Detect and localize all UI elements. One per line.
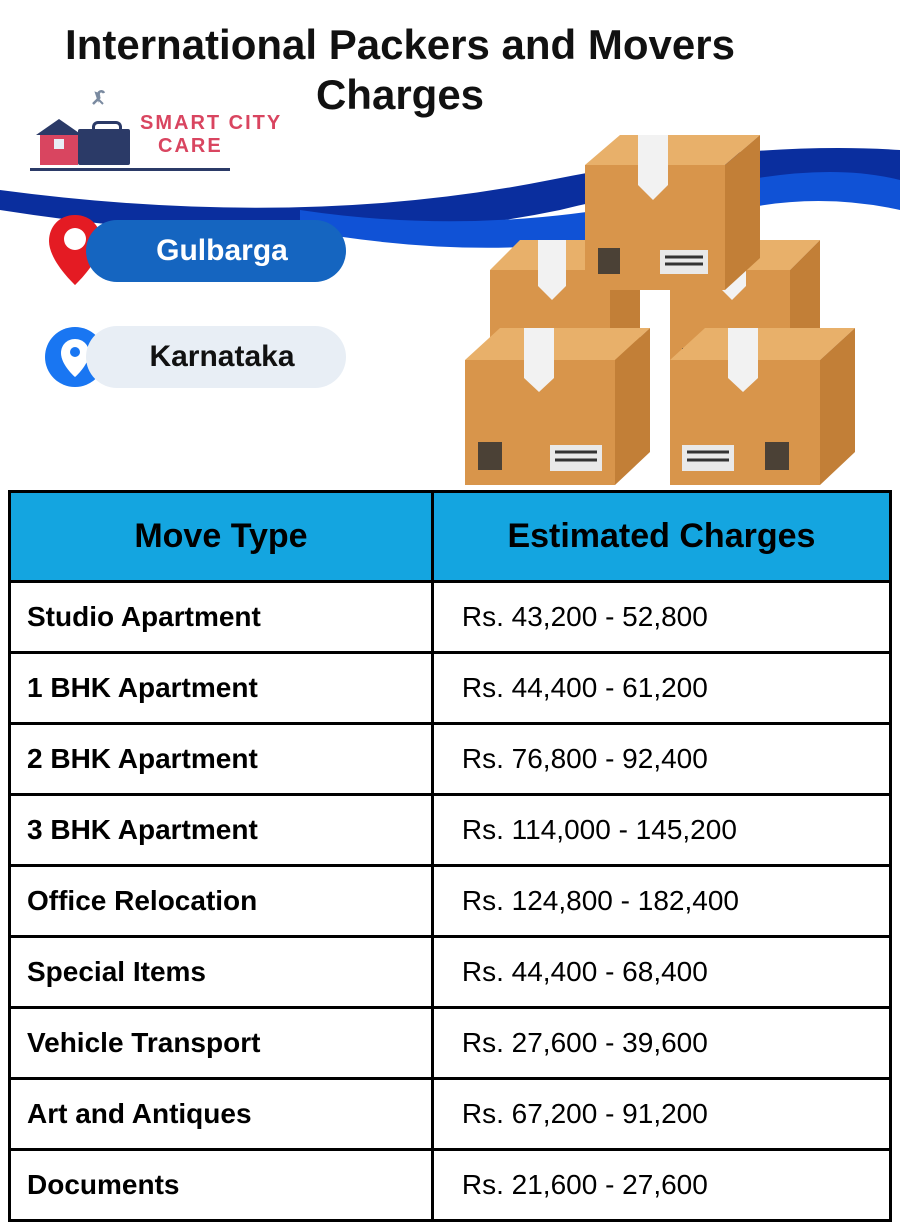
charges-cell: Rs. 27,600 - 39,600 — [432, 1008, 890, 1079]
table-row: Office RelocationRs. 124,800 - 182,400 — [10, 866, 891, 937]
table-row: Vehicle TransportRs. 27,600 - 39,600 — [10, 1008, 891, 1079]
move-type-cell: 3 BHK Apartment — [10, 795, 433, 866]
charges-cell: Rs. 44,400 - 61,200 — [432, 653, 890, 724]
city-name: Gulbarga — [86, 220, 346, 282]
column-header-move-type: Move Type — [10, 492, 433, 582]
city-badge: Gulbarga — [40, 211, 900, 291]
move-type-cell: Art and Antiques — [10, 1079, 433, 1150]
charges-cell: Rs. 67,200 - 91,200 — [432, 1079, 890, 1150]
table-row: 1 BHK ApartmentRs. 44,400 - 61,200 — [10, 653, 891, 724]
column-header-charges: Estimated Charges — [432, 492, 890, 582]
table-row: Art and AntiquesRs. 67,200 - 91,200 — [10, 1079, 891, 1150]
charges-table: Move Type Estimated Charges Studio Apart… — [8, 490, 892, 1222]
charges-cell: Rs. 76,800 - 92,400 — [432, 724, 890, 795]
table-row: Studio ApartmentRs. 43,200 - 52,800 — [10, 582, 891, 653]
move-type-cell: 2 BHK Apartment — [10, 724, 433, 795]
charges-cell: Rs. 44,400 - 68,400 — [432, 937, 890, 1008]
state-name: Karnataka — [86, 326, 346, 388]
charges-cell: Rs. 124,800 - 182,400 — [432, 866, 890, 937]
table-row: 2 BHK ApartmentRs. 76,800 - 92,400 — [10, 724, 891, 795]
logo-line1: SMART CITY — [140, 112, 282, 135]
table-row: DocumentsRs. 21,600 - 27,600 — [10, 1150, 891, 1221]
move-type-cell: Vehicle Transport — [10, 1008, 433, 1079]
move-type-cell: Office Relocation — [10, 866, 433, 937]
table-row: Special ItemsRs. 44,400 - 68,400 — [10, 937, 891, 1008]
move-type-cell: Studio Apartment — [10, 582, 433, 653]
move-type-cell: 1 BHK Apartment — [10, 653, 433, 724]
charges-cell: Rs. 43,200 - 52,800 — [432, 582, 890, 653]
charges-cell: Rs. 114,000 - 145,200 — [432, 795, 890, 866]
table-row: 3 BHK ApartmentRs. 114,000 - 145,200 — [10, 795, 891, 866]
state-badge: Karnataka — [40, 317, 900, 397]
move-type-cell: Special Items — [10, 937, 433, 1008]
move-type-cell: Documents — [10, 1150, 433, 1221]
charges-cell: Rs. 21,600 - 27,600 — [432, 1150, 890, 1221]
